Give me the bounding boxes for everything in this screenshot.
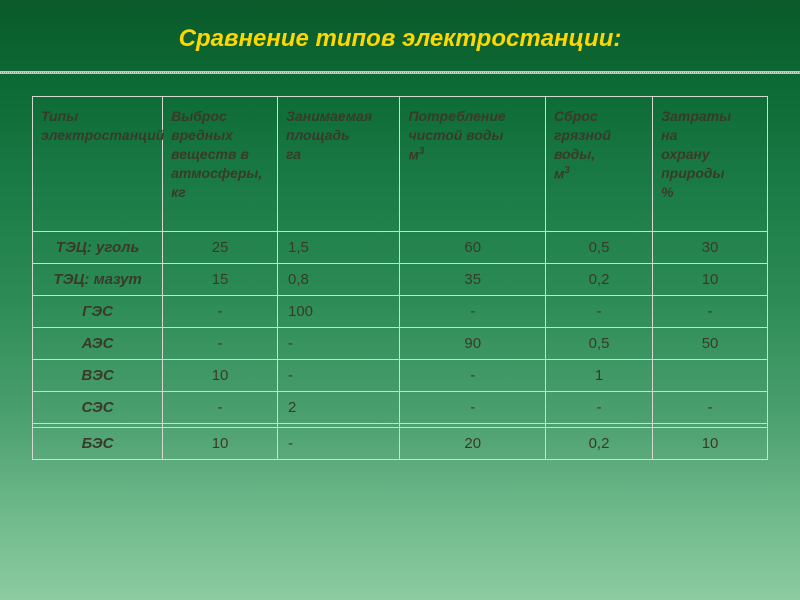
table-cell: 10: [163, 428, 278, 460]
table-cell: 90: [400, 328, 545, 360]
row-label: БЭС: [33, 428, 163, 460]
table-row: ВЭС10--1: [33, 360, 768, 392]
table-cell: 1,5: [277, 232, 400, 264]
table-row: БЭС10-200,210: [33, 428, 768, 460]
col-header: Типы электростанций: [33, 97, 163, 232]
table-cell: 35: [400, 264, 545, 296]
table-cell: -: [163, 328, 278, 360]
table-cell: -: [545, 296, 652, 328]
table-cell: -: [400, 360, 545, 392]
table-cell: 30: [653, 232, 768, 264]
table-row: СЭС-2---: [33, 392, 768, 424]
table-cell: -: [653, 392, 768, 424]
table-cell: 0,8: [277, 264, 400, 296]
table-row: ТЭЦ: уголь251,5600,530: [33, 232, 768, 264]
table-cell: 10: [163, 360, 278, 392]
table-cell: -: [163, 392, 278, 424]
col-header: Затратынаохрануприроды%: [653, 97, 768, 232]
table-cell: 15: [163, 264, 278, 296]
table-container: Типы электростанций Выброс вредных вещес…: [0, 74, 800, 460]
table-cell: -: [277, 360, 400, 392]
col-header: Потреблениечистой водым3: [400, 97, 545, 232]
table-cell: 100: [277, 296, 400, 328]
table-cell: -: [277, 428, 400, 460]
table-cell: 50: [653, 328, 768, 360]
table-cell: 1: [545, 360, 652, 392]
row-label: АЭС: [33, 328, 163, 360]
table-cell: 2: [277, 392, 400, 424]
table-cell: -: [163, 296, 278, 328]
table-cell: 60: [400, 232, 545, 264]
table-cell: [653, 360, 768, 392]
table-cell: 0,2: [545, 428, 652, 460]
table-cell: 25: [163, 232, 278, 264]
table-cell: -: [653, 296, 768, 328]
row-label: СЭС: [33, 392, 163, 424]
table-cell: 0,5: [545, 328, 652, 360]
table-cell: -: [545, 392, 652, 424]
table-cell: -: [400, 392, 545, 424]
table-cell: -: [400, 296, 545, 328]
table-row: ГЭС-100---: [33, 296, 768, 328]
table-cell: -: [277, 328, 400, 360]
table-header-row: Типы электростанций Выброс вредных вещес…: [33, 97, 768, 232]
row-label: ВЭС: [33, 360, 163, 392]
table-cell: 0,2: [545, 264, 652, 296]
row-label: ГЭС: [33, 296, 163, 328]
comparison-table: Типы электростанций Выброс вредных вещес…: [32, 96, 768, 460]
col-header: Сброс грязнойводы,м3: [545, 97, 652, 232]
table-cell: 10: [653, 264, 768, 296]
table-body: ТЭЦ: уголь251,5600,530ТЭЦ: мазут150,8350…: [33, 232, 768, 460]
table-cell: 20: [400, 428, 545, 460]
table-row: ТЭЦ: мазут150,8350,210: [33, 264, 768, 296]
row-label: ТЭЦ: уголь: [33, 232, 163, 264]
col-header: Выброс вредных веществ в атмосферы,кг: [163, 97, 278, 232]
page-title: Сравнение типов электростанции:: [0, 0, 800, 71]
table-cell: 0,5: [545, 232, 652, 264]
table-cell: 10: [653, 428, 768, 460]
row-label: ТЭЦ: мазут: [33, 264, 163, 296]
table-row: АЭС--900,550: [33, 328, 768, 360]
col-header: Занимаемаяплощадьга: [277, 97, 400, 232]
